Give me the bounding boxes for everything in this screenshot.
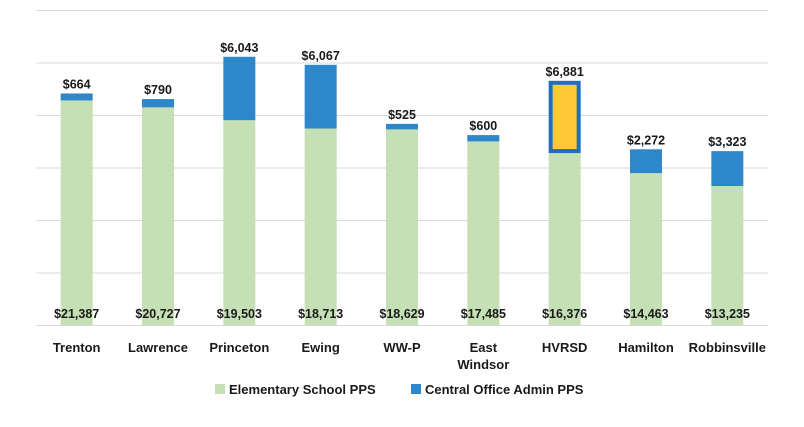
bar-elementary-robbinsville (711, 186, 744, 325)
data-label-central-office-ewing: $6,067 (302, 49, 340, 63)
bar-elementary-hamilton (630, 173, 662, 325)
data-label-elementary-lawrence: $20,727 (135, 307, 180, 321)
data-label-elementary-princeton: $19,503 (217, 307, 262, 321)
bar-central-office-ww-p (386, 123, 418, 130)
bar-elementary-ewing (304, 128, 337, 325)
data-label-central-office-ww-p: $525 (388, 108, 416, 122)
bar-central-office-robbinsville (711, 151, 744, 187)
legend-label-central-office: Central Office Admin PPS (425, 382, 584, 397)
category-label-hamilton: Hamilton (618, 340, 674, 355)
bar-central-office-hvrsd-highlighted (548, 80, 581, 154)
legend-swatch-elementary (215, 384, 225, 394)
legend-label-elementary: Elementary School PPS (229, 382, 376, 397)
data-label-central-office-hamilton: $2,272 (627, 133, 665, 147)
bar-elementary-princeton (223, 120, 256, 325)
data-label-elementary-east-windsor: $17,485 (461, 307, 506, 321)
bar-elementary-lawrence (142, 107, 174, 325)
category-label-princeton: Princeton (209, 340, 269, 355)
category-label-ewing: Ewing (302, 340, 340, 355)
bar-central-office-princeton (223, 56, 256, 121)
bar-elementary-trenton (60, 100, 93, 326)
data-label-elementary-ww-p: $18,629 (379, 307, 424, 321)
legend: Elementary School PPS Central Office Adm… (215, 382, 584, 397)
category-label-trenton: Trenton (53, 340, 101, 355)
category-label-east-windsor: Windsor (457, 357, 509, 372)
data-labels: $664 $21,387 $790 $20,727 $6,043 $19,503 $6,06… (54, 41, 750, 321)
data-label-elementary-trenton: $21,387 (54, 307, 99, 321)
category-label-ww-p: WW-P (383, 340, 421, 355)
bar-elementary-hvrsd (548, 153, 581, 325)
bar-central-office-ewing (304, 64, 337, 129)
bar-series (60, 56, 744, 326)
bar-central-office-trenton (60, 93, 93, 101)
data-label-central-office-princeton: $6,043 (220, 41, 258, 55)
data-label-central-office-hvrsd: $6,881 (546, 65, 584, 79)
category-label-robbinsville: Robbinsville (689, 340, 766, 355)
data-label-central-office-robbinsville: $3,323 (708, 135, 746, 149)
category-label-hvrsd: HVRSD (542, 340, 588, 355)
category-label-lawrence: Lawrence (128, 340, 188, 355)
category-label-east-windsor: East (470, 340, 498, 355)
legend-swatch-central-office (411, 384, 421, 394)
bar-elementary-east-windsor (467, 141, 500, 325)
data-label-elementary-robbinsville: $13,235 (705, 307, 750, 321)
bar-central-office-lawrence (142, 99, 174, 108)
data-label-elementary-hamilton: $14,463 (623, 307, 668, 321)
data-label-central-office-trenton: $664 (63, 77, 91, 91)
bar-central-office-east-windsor (467, 135, 500, 142)
category-axis: Trenton Lawrence Princeton Ewing WW-P East Win… (53, 340, 766, 372)
data-label-central-office-east-windsor: $600 (469, 119, 497, 133)
data-label-elementary-hvrsd: $16,376 (542, 307, 587, 321)
bar-central-office-hamilton (630, 149, 662, 174)
data-label-central-office-lawrence: $790 (144, 83, 172, 97)
bar-elementary-ww-p (386, 129, 418, 325)
data-label-elementary-ewing: $18,713 (298, 307, 343, 321)
